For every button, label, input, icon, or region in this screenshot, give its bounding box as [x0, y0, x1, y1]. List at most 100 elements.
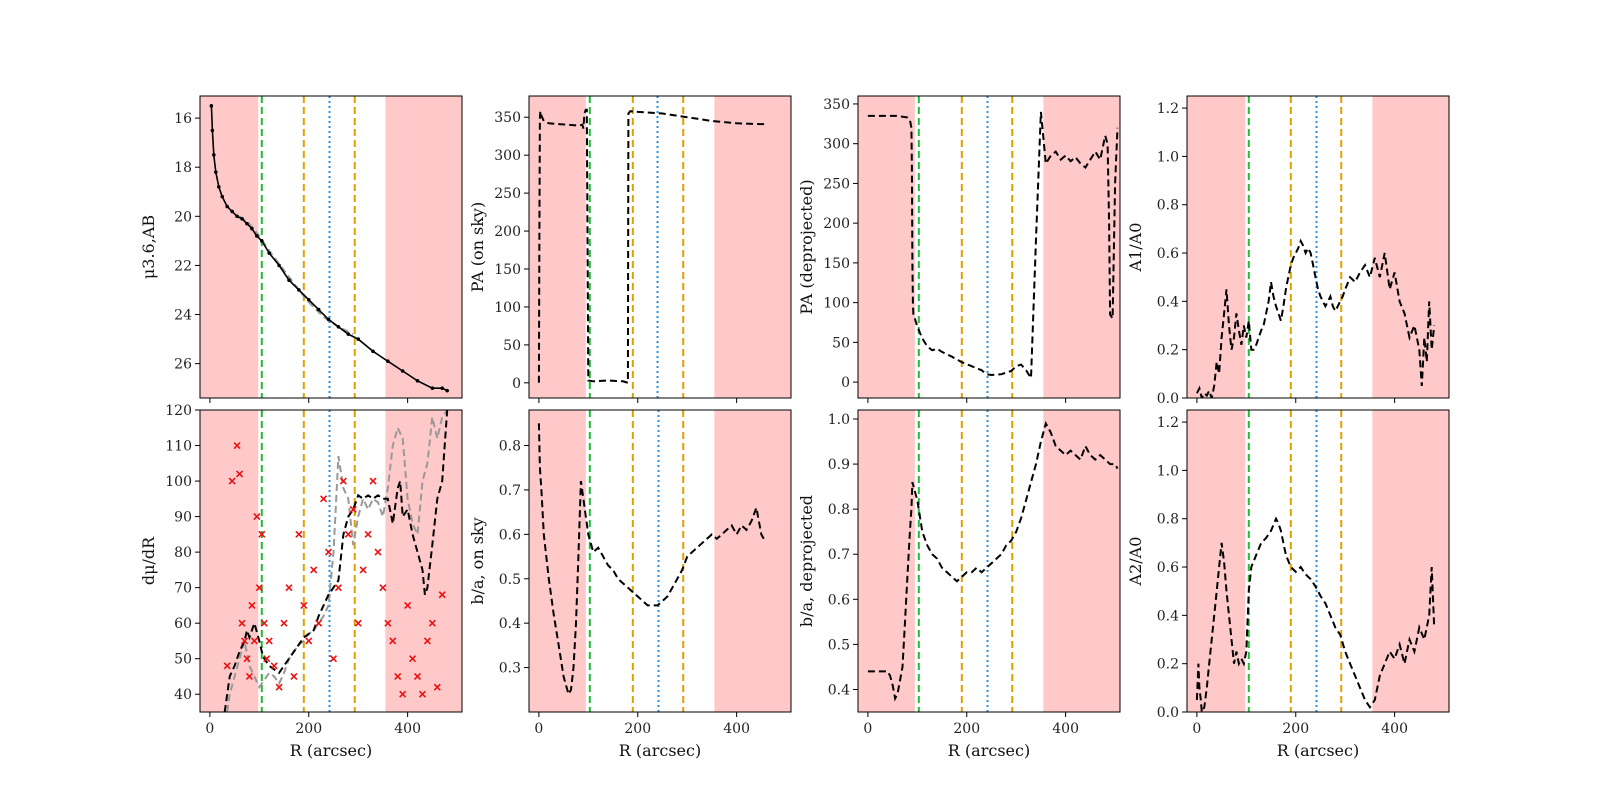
data-point [445, 388, 449, 393]
y-tick-label: 0.9 [828, 457, 850, 473]
data-point-x [418, 690, 427, 698]
data-point-x [285, 584, 293, 592]
y-axis-label: b/a, deprojected [797, 495, 816, 627]
panel-ba_sky: 0 200 400 0.3 0.4 0.5 0.6 0.7 0.8 R (arcsec) b/a, … [468, 409, 792, 760]
y-tick-label: 150 [823, 256, 850, 272]
data-point-x [280, 619, 288, 627]
y-tick-label: 100 [494, 300, 521, 316]
data-point [297, 288, 301, 292]
y-tick-label: 90 [174, 510, 192, 526]
data-point-x [334, 584, 342, 592]
y-tick-label: 22 [174, 258, 192, 274]
data-point-x [255, 584, 263, 592]
y-tick-label: 1.0 [828, 412, 850, 428]
series-line-gray-dashed [226, 410, 449, 712]
y-tick-label: 100 [823, 296, 850, 312]
y-axis-label: PA (on sky) [468, 202, 487, 292]
y-tick-label: 0.3 [499, 661, 521, 677]
y-tick-label: 250 [823, 176, 850, 192]
data-point-x [423, 637, 431, 645]
data-point-x [235, 470, 244, 478]
data-point-x [359, 566, 367, 574]
data-point [346, 332, 351, 336]
data-point [255, 234, 259, 238]
x-axis-label: R (arcsec) [619, 741, 701, 760]
data-point-x [310, 566, 318, 574]
y-tick-label: 60 [174, 616, 192, 632]
y-tick-label: 1.0 [1157, 463, 1179, 479]
y-axis-label: dμ/dR [139, 536, 158, 585]
x-tick-label: 400 [394, 721, 421, 737]
data-point [225, 204, 229, 209]
shaded-region [714, 96, 791, 398]
data-point-x [399, 690, 407, 698]
y-axis-label: PA (deprojected) [797, 179, 816, 314]
y-tick-label: 50 [503, 338, 521, 354]
data-point [220, 194, 225, 199]
shaded-region [529, 410, 586, 712]
plot-area [200, 410, 462, 712]
y-tick-label: 0 [841, 375, 850, 391]
axes-frame [528, 409, 792, 713]
y-tick-label: 0.7 [828, 547, 850, 563]
data-point-x [354, 619, 362, 627]
series-line-a1 [1196, 238, 1436, 398]
x-axis-label: R (arcsec) [290, 741, 372, 760]
y-tick-label: 200 [494, 224, 521, 240]
data-point-x [223, 662, 231, 670]
series-line-a2 [1195, 516, 1436, 712]
y-tick-label: 0.6 [499, 527, 521, 543]
y-tick-label: 1.0 [1157, 149, 1179, 165]
data-point-x [265, 637, 273, 645]
x-tick-label: 200 [624, 721, 651, 737]
data-point-x [275, 683, 283, 691]
axes-frame [528, 95, 792, 399]
shaded-region [529, 96, 586, 398]
y-tick-label: 0.5 [499, 572, 521, 588]
panel-dmu: 0 200 400 40 50 60 70 80 90 100 110 120 R (arcsec) dμ… [139, 403, 463, 760]
data-point-x [270, 662, 278, 670]
axes-frame [199, 409, 463, 713]
y-tick-label: 150 [494, 262, 521, 278]
x-tick-label: 0 [205, 721, 214, 737]
data-point-x [243, 655, 251, 663]
axes-frame [199, 95, 463, 399]
data-point-x [409, 655, 417, 663]
y-tick-label: 0.4 [828, 682, 850, 698]
shaded-region [1372, 410, 1449, 712]
data-point [230, 209, 234, 214]
data-point-x [248, 601, 256, 609]
data-point-x [369, 477, 377, 485]
data-point [400, 369, 405, 373]
y-tick-label: 0.8 [1157, 512, 1179, 528]
data-point-x [324, 548, 333, 556]
y-tick-label: 18 [174, 160, 192, 176]
data-point [386, 359, 390, 363]
series-line-ba [537, 423, 765, 697]
x-tick-label: 200 [953, 721, 980, 737]
data-point-x [320, 495, 328, 503]
data-point-x [260, 619, 268, 627]
data-point [210, 128, 215, 133]
y-tick-label: 0.8 [1157, 198, 1179, 214]
data-point-x [374, 548, 382, 556]
y-tick-label: 300 [494, 148, 521, 164]
y-tick-label: 20 [174, 209, 192, 225]
data-point [209, 104, 214, 108]
axes-frame [1186, 95, 1450, 399]
panel-pa_sky: 0 50 100 150 200 250 300 350 PA (on sky) [468, 95, 792, 403]
data-point-x [379, 584, 387, 592]
shaded-region [385, 96, 462, 398]
x-tick-label: 0 [534, 721, 543, 737]
data-point-x [250, 637, 258, 645]
axes-frame [857, 409, 1121, 713]
y-tick-label: 0 [512, 376, 521, 392]
data-point [212, 153, 216, 157]
series-line-black-dashed [223, 410, 449, 712]
data-point-x [228, 477, 236, 485]
data-point [240, 216, 244, 221]
data-point-x [384, 619, 392, 627]
x-axis-label: R (arcsec) [1277, 741, 1359, 760]
data-point [287, 278, 291, 282]
y-axis-label: A2/A0 [1126, 537, 1145, 587]
